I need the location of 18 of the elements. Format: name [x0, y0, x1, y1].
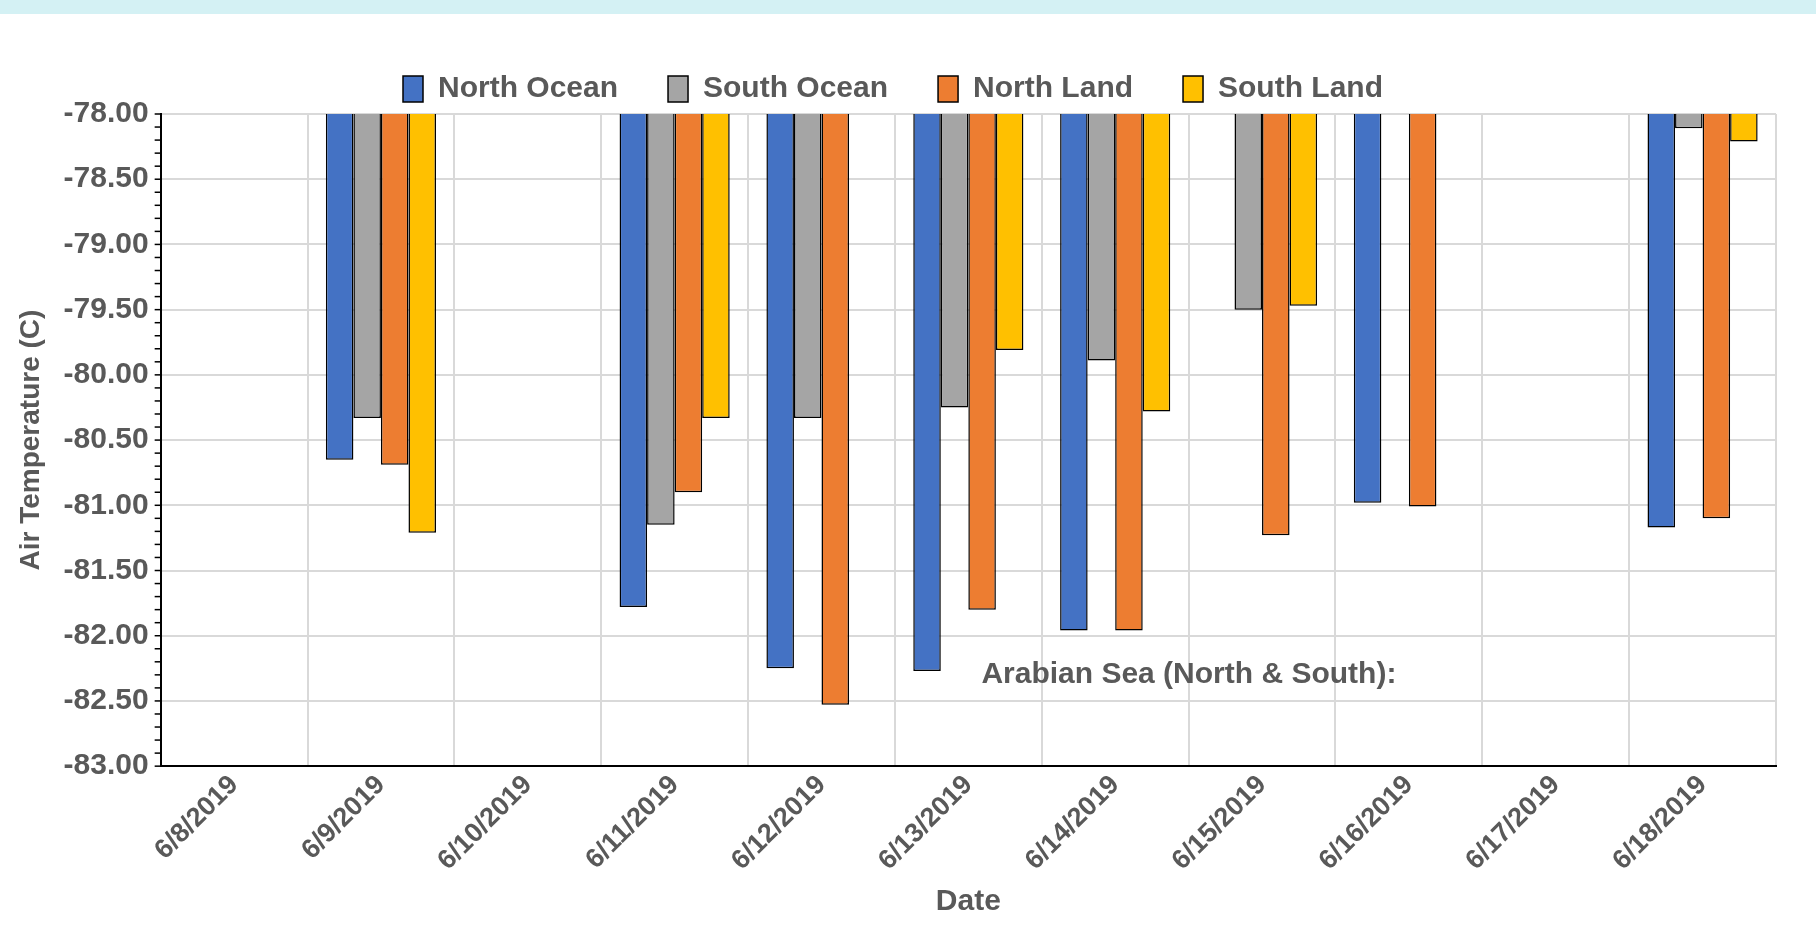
legend-label: South Land	[1218, 70, 1384, 104]
y-tick-label: -82.50	[63, 682, 149, 716]
annotation: Arabian Sea (North & South):	[981, 656, 1397, 690]
y-tick-label: -80.50	[63, 421, 149, 455]
y-tick-label: -78.50	[63, 160, 149, 194]
legend-label: South Ocean	[703, 70, 889, 104]
legend-label: North Land	[973, 70, 1134, 104]
y-axis-title: Air Temperature (C)	[13, 309, 45, 571]
y-tick-label: -81.00	[63, 486, 149, 520]
y-tick-label: -81.50	[63, 551, 149, 585]
y-tick-label: -82.00	[63, 616, 149, 650]
y-tick-label: -80.00	[63, 356, 149, 390]
legend-label: North Ocean	[438, 70, 619, 104]
y-tick-label: -83.00	[63, 747, 149, 781]
y-tick-label: -79.00	[63, 225, 149, 259]
y-tick-label: -78.00	[63, 95, 149, 129]
x-axis-title: Date	[935, 883, 1001, 917]
y-tick-label: -79.50	[63, 290, 149, 324]
